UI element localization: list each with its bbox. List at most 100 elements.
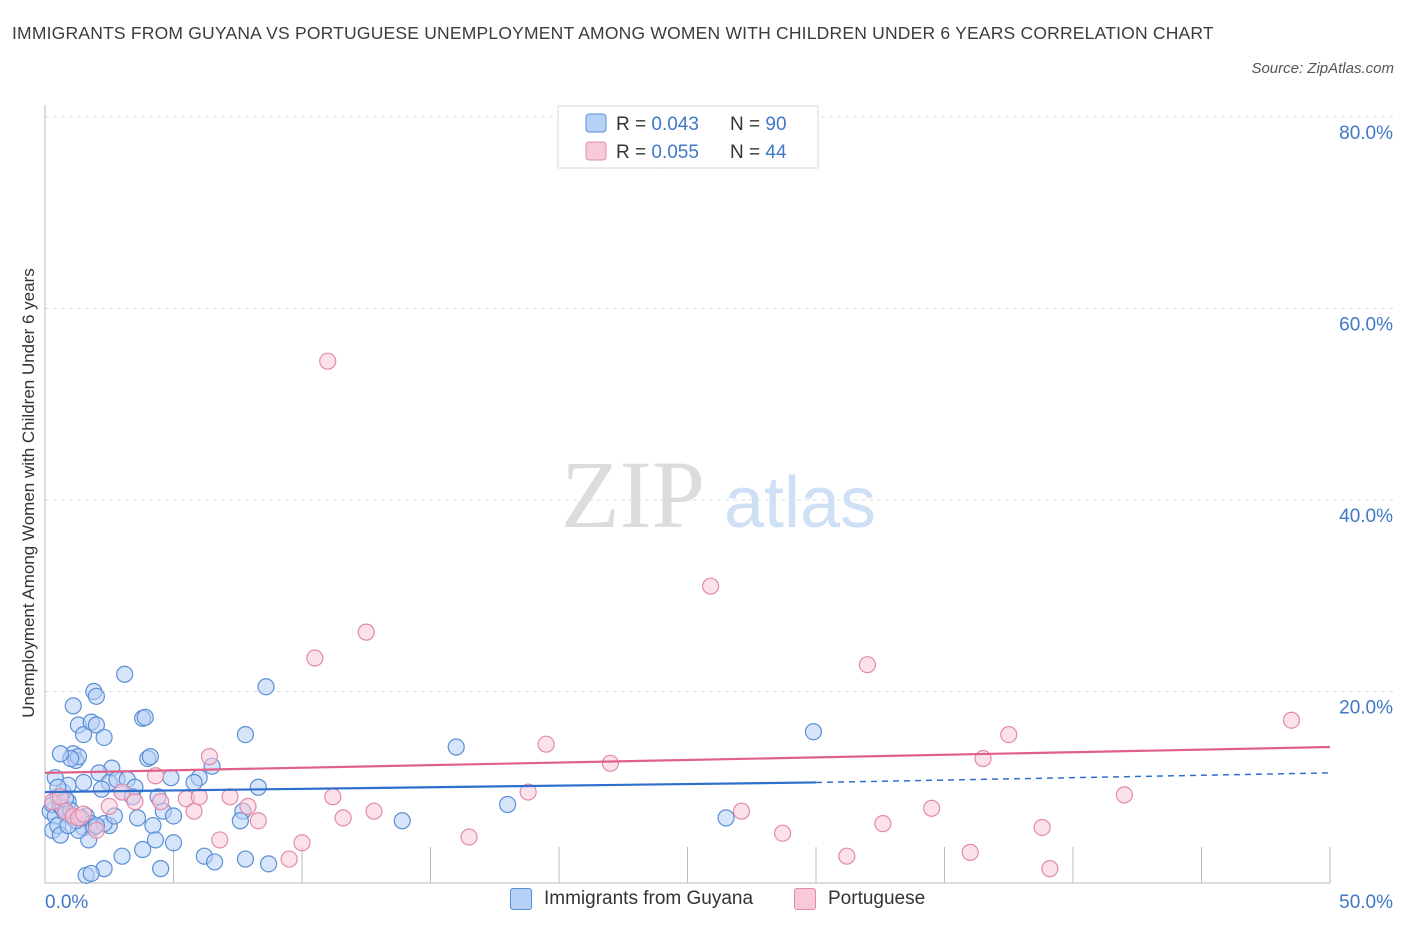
trend-line-guyana-extension [815,772,1331,784]
data-point-portuguese [126,793,144,811]
y-tick-label: 80.0% [1339,123,1393,144]
data-point-guyana [95,728,113,747]
data-point-guyana [206,853,224,871]
legend-swatch-portuguese [794,888,816,910]
data-point-guyana [82,864,100,883]
data-point-guyana [236,850,255,868]
data-point-portuguese [365,802,383,820]
data-point-portuguese [221,788,239,806]
data-point-guyana [74,773,93,792]
data-point-portuguese [1282,711,1301,729]
data-point-guyana [447,738,465,756]
watermark-atlas: atlas [724,463,876,543]
data-point-guyana [499,795,517,814]
data-point-guyana [236,725,255,744]
legend-item-guyana: Immigrants from Guyana [510,888,753,910]
x-tick-label: 50.0% [1339,892,1393,913]
data-point-portuguese [1033,818,1051,837]
data-point-portuguese [874,815,892,833]
legend-label-portuguese: Portuguese [828,888,926,909]
data-point-portuguese [280,850,298,868]
x-tick-label: 0.0% [45,892,88,913]
axes [44,105,1331,884]
data-point-guyana [87,716,106,734]
legend-swatch-guyana [585,113,607,133]
trend-line-guyana [44,781,817,794]
svg-text:R = 0.055: R = 0.055 [616,142,699,163]
data-point-guyana [64,697,82,715]
legend-swatch-portuguese [585,141,607,161]
svg-text:N = 44: N = 44 [730,142,787,163]
series-portuguese-points [44,151,1301,878]
data-point-portuguese [324,788,342,806]
y-tick-label: 60.0% [1339,315,1393,336]
data-point-portuguese [732,802,751,820]
legend-n-label: N = [730,114,765,135]
data-point-portuguese [601,754,620,772]
data-point-guyana [128,809,147,827]
svg-text:N = 90: N = 90 [730,114,787,135]
y-axis-label: Unemployment Among Women with Children U… [19,268,38,717]
top-legend: R = 0.043 N = 90 R = 0.055 N = 44 [557,105,819,169]
data-point-guyana [134,840,152,859]
svg-text:R = 0.043: R = 0.043 [616,114,699,135]
data-point-guyana [141,748,159,766]
data-point-portuguese [87,821,106,839]
legend-label-guyana: Immigrants from Guyana [544,888,754,909]
y-tick-label: 20.0% [1339,698,1393,719]
data-point-portuguese [773,824,792,842]
legend-n-value: 44 [765,142,787,163]
data-point-guyana [164,807,183,825]
data-point-portuguese [838,847,856,865]
data-point-guyana [136,708,154,726]
data-point-portuguese [519,783,537,801]
data-point-portuguese [334,809,352,827]
source-label: Source: ZipAtlas.com [1251,60,1394,77]
data-point-guyana [87,687,106,705]
data-point-guyana [259,855,278,873]
data-point-guyana [74,725,93,744]
legend-swatch-guyana [510,888,532,910]
data-point-guyana [257,678,275,696]
data-point-guyana [804,723,823,741]
data-point-portuguese [239,797,257,816]
data-point-portuguese [357,623,375,641]
data-point-guyana [164,834,183,852]
data-point-portuguese [702,577,720,595]
bottom-legend: Immigrants from Guyana Portuguese [0,888,1406,916]
data-point-portuguese [923,799,941,817]
data-point-portuguese [319,352,337,370]
data-point-portuguese [100,797,118,816]
data-point-guyana [249,778,267,796]
data-point-guyana [51,745,70,763]
tick-labels: 20.0% 40.0% 60.0% 80.0% 0.0% 50.0% [45,123,1393,913]
data-point-guyana [116,665,134,683]
y-tick-label: 40.0% [1339,506,1393,527]
data-point-guyana [185,773,203,792]
trend-line-portuguese [44,745,1331,774]
data-point-guyana [393,812,411,830]
data-point-portuguese [460,828,478,846]
legend-r-label: R = [616,142,651,163]
data-point-portuguese [1000,725,1018,744]
data-point-portuguese [190,788,208,806]
data-point-guyana [92,780,111,798]
data-point-portuguese [200,748,219,766]
grid-lines [45,116,1395,692]
legend-item-portuguese: Portuguese [794,888,925,910]
data-point-guyana [144,816,162,835]
chart-title: IMMIGRANTS FROM GUYANA VS PORTUGUESE UNE… [12,23,1214,43]
trend-lines [44,745,1331,794]
legend-n-value: 90 [765,114,786,135]
data-point-portuguese [211,831,229,849]
data-point-portuguese [858,656,877,674]
data-point-guyana [717,809,735,827]
data-point-portuguese [152,793,170,811]
legend-r-label: R = [616,114,651,135]
data-point-portuguese [1041,860,1059,878]
data-point-guyana [152,860,170,878]
data-point-guyana [231,812,249,830]
data-point-guyana [162,769,180,787]
data-point-portuguese [961,843,979,861]
